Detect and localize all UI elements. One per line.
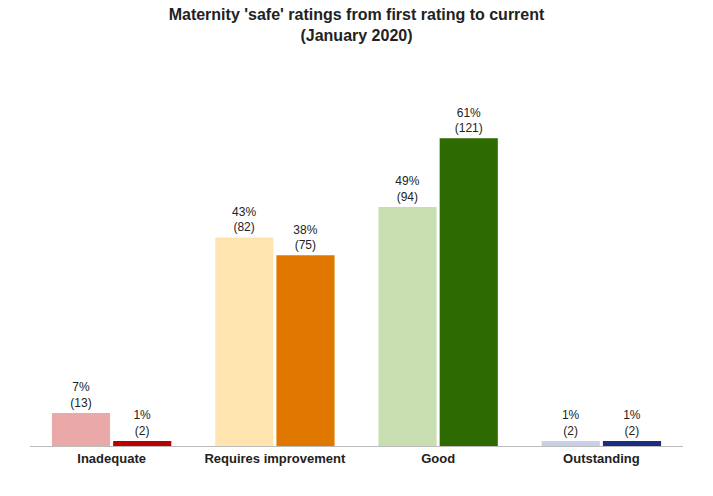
svg-text:Requires improvement: Requires improvement xyxy=(204,451,346,466)
svg-text:1%(2): 1%(2) xyxy=(562,408,580,438)
svg-text:Inadequate: Inadequate xyxy=(77,451,146,466)
svg-text:Good: Good xyxy=(421,451,455,466)
svg-text:38%(75): 38%(75) xyxy=(293,223,317,253)
svg-text:43%(82): 43%(82) xyxy=(232,205,256,235)
svg-text:1%(2): 1%(2) xyxy=(133,408,151,438)
svg-text:7%(13): 7%(13) xyxy=(70,380,91,410)
svg-text:1%(2): 1%(2) xyxy=(623,408,641,438)
svg-text:49%(94): 49%(94) xyxy=(395,174,419,204)
svg-text:Maternity 'safe' ratings from: Maternity 'safe' ratings from first rati… xyxy=(169,6,545,44)
svg-text:Outstanding: Outstanding xyxy=(563,451,640,466)
svg-text:61%(121): 61%(121) xyxy=(455,106,483,136)
